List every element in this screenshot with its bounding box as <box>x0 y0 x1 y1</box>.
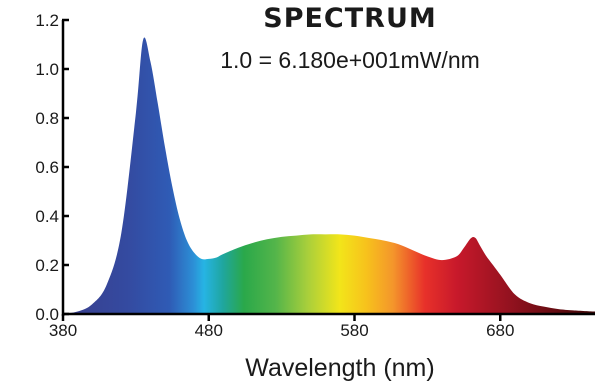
chart-title: SPECTRUM <box>263 3 437 34</box>
y-tick-label: 0.6 <box>35 158 59 177</box>
x-tick-label: 680 <box>486 321 514 340</box>
y-tick-label: 0.8 <box>35 109 59 128</box>
y-tick-label: 0.2 <box>35 256 59 275</box>
y-tick-label: 1.0 <box>35 60 59 79</box>
x-tick-label: 380 <box>49 321 77 340</box>
y-tick-label: 1.2 <box>35 11 59 30</box>
y-axis-ticks: 0.0 0.2 0.4 0.6 0.8 1.0 1.2 <box>35 11 69 324</box>
x-axis-title: Wavelength (nm) <box>245 354 434 382</box>
x-tick-label: 480 <box>195 321 223 340</box>
spectrum-area <box>63 37 595 314</box>
x-tick-label: 580 <box>340 321 368 340</box>
x-axis-ticks: 380 480 580 680 <box>49 314 514 340</box>
y-tick-label: 0.4 <box>35 207 59 226</box>
y-tick-label: 0.0 <box>35 305 59 324</box>
chart-subtitle: 1.0 = 6.180e+001mW/nm <box>220 47 480 73</box>
